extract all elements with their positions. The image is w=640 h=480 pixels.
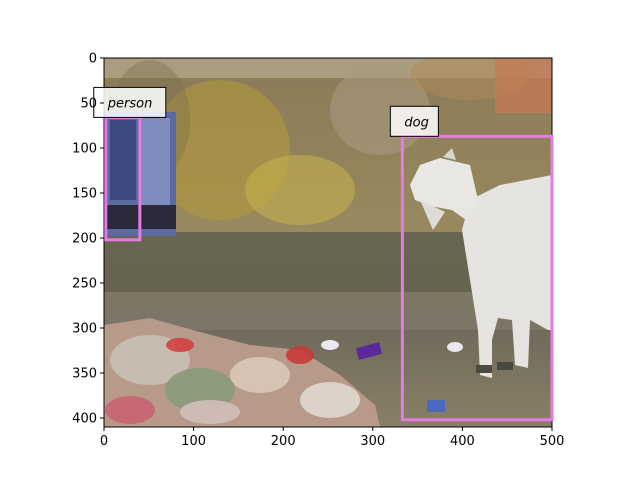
y-tick-label: 250	[72, 277, 97, 292]
y-axis: 0 50 100 150 200 250 300 350 400	[72, 52, 104, 427]
x-tick-label: 400	[450, 434, 475, 449]
y-tick-label: 300	[72, 322, 97, 337]
cow	[410, 148, 552, 378]
y-tick-label: 150	[72, 187, 97, 202]
y-tick-label: 400	[72, 412, 97, 427]
detection-label-box-person	[93, 86, 167, 118]
x-tick-label: 0	[100, 434, 108, 449]
x-tick-label: 500	[540, 434, 565, 449]
detection-box-dog	[400, 134, 554, 422]
y-tick-label: 50	[80, 97, 97, 112]
detection-label-person: person	[107, 96, 153, 111]
x-tick-label: 300	[360, 434, 385, 449]
x-tick-label: 200	[271, 434, 296, 449]
detection-label-box-dog	[389, 105, 439, 137]
photo	[104, 58, 552, 427]
y-tick-label: 0	[89, 52, 97, 67]
detection-label-dog: dog	[404, 115, 428, 130]
detections: person dog	[93, 86, 554, 422]
y-tick-label: 100	[72, 142, 97, 157]
y-tick-label: 350	[72, 367, 97, 382]
x-axis: 0 100 200 300 400 500	[100, 427, 565, 449]
x-tick-label: 100	[181, 434, 206, 449]
y-tick-label: 200	[72, 232, 97, 247]
